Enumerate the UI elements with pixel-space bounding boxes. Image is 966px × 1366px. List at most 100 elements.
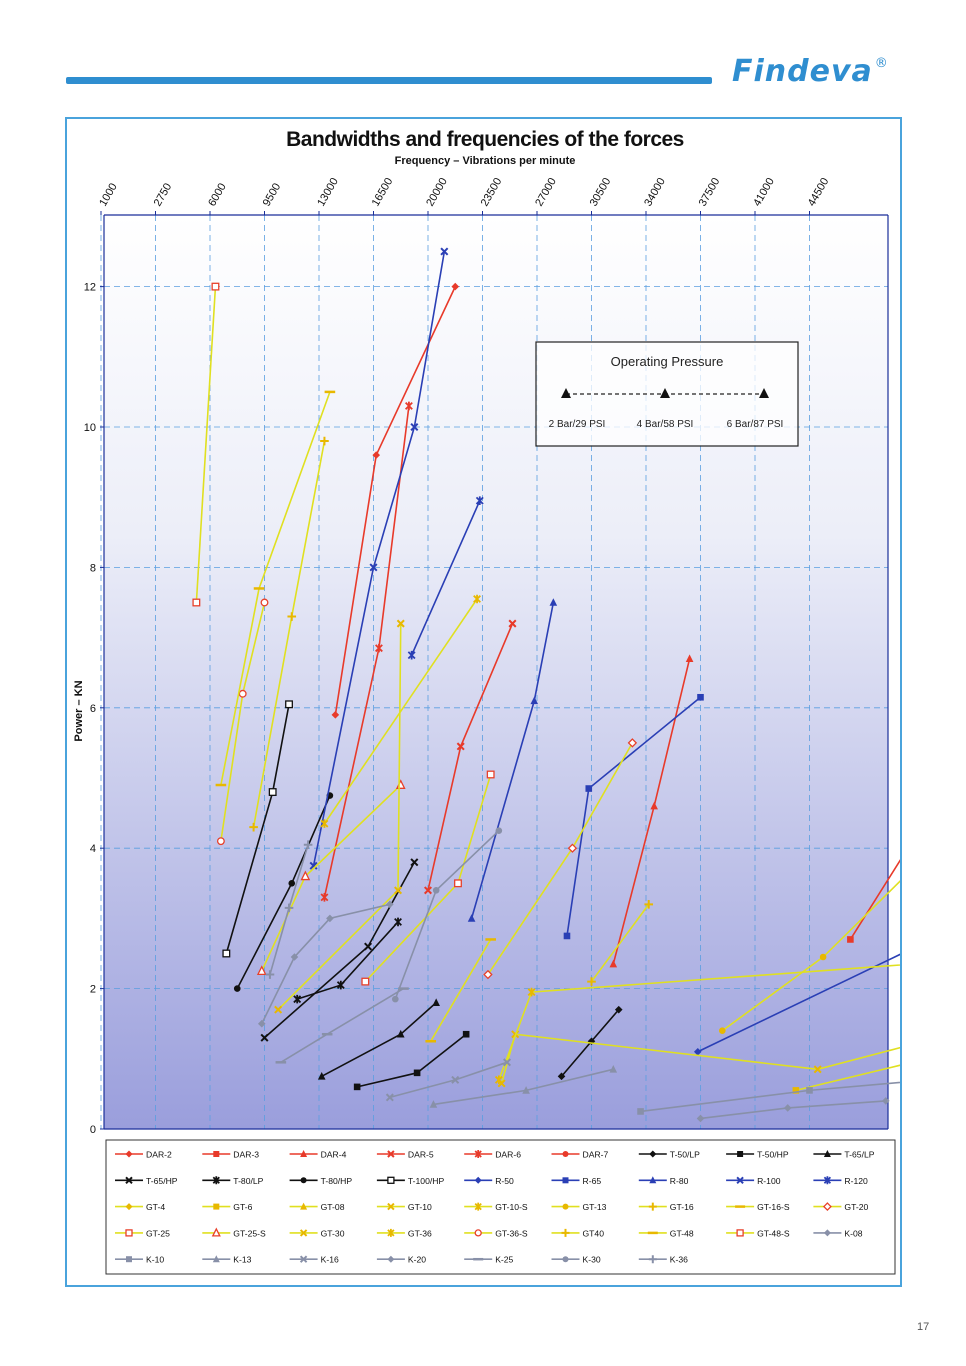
data-point-r-50: [693, 1047, 702, 1056]
series-dar-6: [320, 401, 413, 902]
series-line-gt-6: [795, 1064, 900, 1092]
legend-entry-t-80-lp: T-80/LP: [202, 1176, 264, 1186]
legend-label: R-65: [583, 1176, 602, 1186]
series-line-r-50: [697, 953, 900, 1053]
legend-label: T-50/HP: [757, 1150, 789, 1160]
series-gt-16: [587, 900, 654, 986]
series-gt-20: [483, 738, 638, 980]
data-point-gt40: [320, 436, 329, 446]
data-point-gt-36-s: [216, 837, 225, 846]
legend-label: K-10: [146, 1255, 164, 1265]
data-point-k-16: [451, 1075, 460, 1084]
data-point-t-80-lp: [394, 917, 402, 927]
legend-swatch-marker: [125, 1203, 133, 1211]
legend-entry-dar-5: DAR-5: [376, 1150, 434, 1160]
legend-entry-gt-48-s: GT-48-S: [726, 1228, 790, 1238]
legend-swatch-marker: [299, 1229, 308, 1237]
legend-swatch-marker: [561, 1228, 570, 1237]
series-line-r-120: [410, 500, 481, 656]
data-point-dar-4: [685, 654, 694, 662]
data-point-gt-25-s: [300, 870, 311, 881]
chart-title: Bandwidths and frequencies of the forces: [286, 128, 684, 151]
x-tick-label: 34000: [642, 176, 668, 208]
data-point-t-65-hp: [260, 1033, 269, 1042]
legend-swatch-marker: [649, 1150, 657, 1158]
legend-entry-gt40: GT40: [551, 1228, 605, 1238]
legend-entry-dar-2: DAR-2: [115, 1150, 172, 1160]
series-r-65: [563, 693, 704, 940]
legend-swatch-marker: [125, 1229, 133, 1237]
data-point-t-80-lp: [336, 980, 345, 990]
data-point-r-80: [467, 914, 476, 922]
legend-entry-gt-16-s: GT-16-S: [726, 1202, 790, 1212]
legend-entry-k-30: K-30: [551, 1255, 601, 1265]
legend-label: K-13: [233, 1255, 251, 1265]
legend-swatch-marker: [823, 1176, 832, 1185]
legend-entry-t-80-hp: T-80/HP: [289, 1176, 352, 1186]
series-line-gt-16: [590, 903, 650, 983]
data-point-r-65: [563, 932, 571, 940]
data-point-k-20: [386, 900, 394, 909]
data-point-k-20: [326, 914, 334, 923]
legend-swatch-marker: [126, 1256, 132, 1263]
data-point-t-50-hp: [413, 1069, 421, 1077]
data-point-k-20: [290, 953, 299, 961]
series-gt-48: [215, 390, 336, 787]
legend-label: GT-16-S: [757, 1202, 790, 1212]
legend-box: [105, 1139, 896, 1275]
legend-entry-r-50: R-50: [464, 1176, 514, 1186]
series-dar-5: [423, 619, 517, 895]
legend-swatch-marker: [300, 1202, 308, 1210]
series-line-gt-10: [500, 1033, 900, 1084]
legend-swatch-marker: [300, 1177, 307, 1184]
legend-entry-k-08: K-08: [813, 1228, 863, 1238]
series-t-80-hp: [233, 792, 334, 992]
data-point-gt-25-s: [256, 965, 267, 975]
data-point-dar-2: [451, 282, 460, 291]
legend-entry-t-50-hp: T-50/HP: [726, 1150, 789, 1160]
inset-legend-marker: [759, 388, 769, 398]
legend-swatch-marker: [736, 1176, 744, 1185]
data-point-dar-6: [320, 893, 329, 902]
series-r-120: [407, 496, 484, 660]
series-t-50-lp: [557, 1005, 623, 1081]
x-tick-label: 41000: [751, 176, 777, 208]
legend-label: DAR-3: [233, 1150, 259, 1160]
legend-swatch-marker: [299, 1255, 308, 1263]
legend-swatch-marker: [212, 1255, 220, 1263]
legend-entry-r-65: R-65: [551, 1176, 602, 1186]
legend-label: GT-25-S: [233, 1228, 266, 1238]
data-point-r-100: [410, 422, 419, 432]
x-tick-label: 30500: [588, 176, 614, 208]
data-point-dar-5: [456, 742, 465, 751]
legend-label: GT-08: [321, 1202, 345, 1212]
data-point-k-13: [522, 1086, 530, 1094]
data-point-t-80-lp: [293, 994, 302, 1004]
legend-label: GT40: [583, 1228, 605, 1238]
legend-entry-t-100-hp: T-100/HP: [376, 1176, 444, 1186]
data-point-r-100: [440, 247, 449, 256]
data-point-t-50-lp: [614, 1005, 623, 1014]
legend-entry-gt-10: GT-10: [376, 1202, 432, 1212]
legend-entry-gt-25: GT-25: [115, 1228, 170, 1238]
y-tick-label: 10: [84, 422, 96, 434]
data-point-k-20: [257, 1019, 266, 1028]
data-point-r-120: [407, 650, 416, 660]
legend-label: GT-10: [408, 1202, 432, 1212]
series-r-50: [693, 953, 900, 1056]
data-point-k-36: [265, 970, 275, 979]
x-tick-label: 23500: [479, 176, 505, 208]
legend-swatch-marker: [211, 1227, 221, 1237]
legend-entry-gt-6: GT-6: [202, 1202, 253, 1212]
legend-swatch-marker: [387, 1255, 395, 1263]
x-tick-label: 13000: [315, 176, 341, 208]
inset-legend-title: Operating Pressure: [611, 354, 724, 369]
data-point-gt-48-s: [192, 598, 201, 607]
series-line-gt-36: [323, 598, 478, 825]
series-line-gt-48-s: [195, 286, 217, 603]
data-point-dar-2: [331, 711, 340, 719]
data-point-gt-20: [483, 969, 493, 980]
data-point-k-08: [783, 1104, 792, 1112]
legend-swatch-marker: [823, 1229, 831, 1237]
legend-label: GT-25: [146, 1228, 170, 1238]
